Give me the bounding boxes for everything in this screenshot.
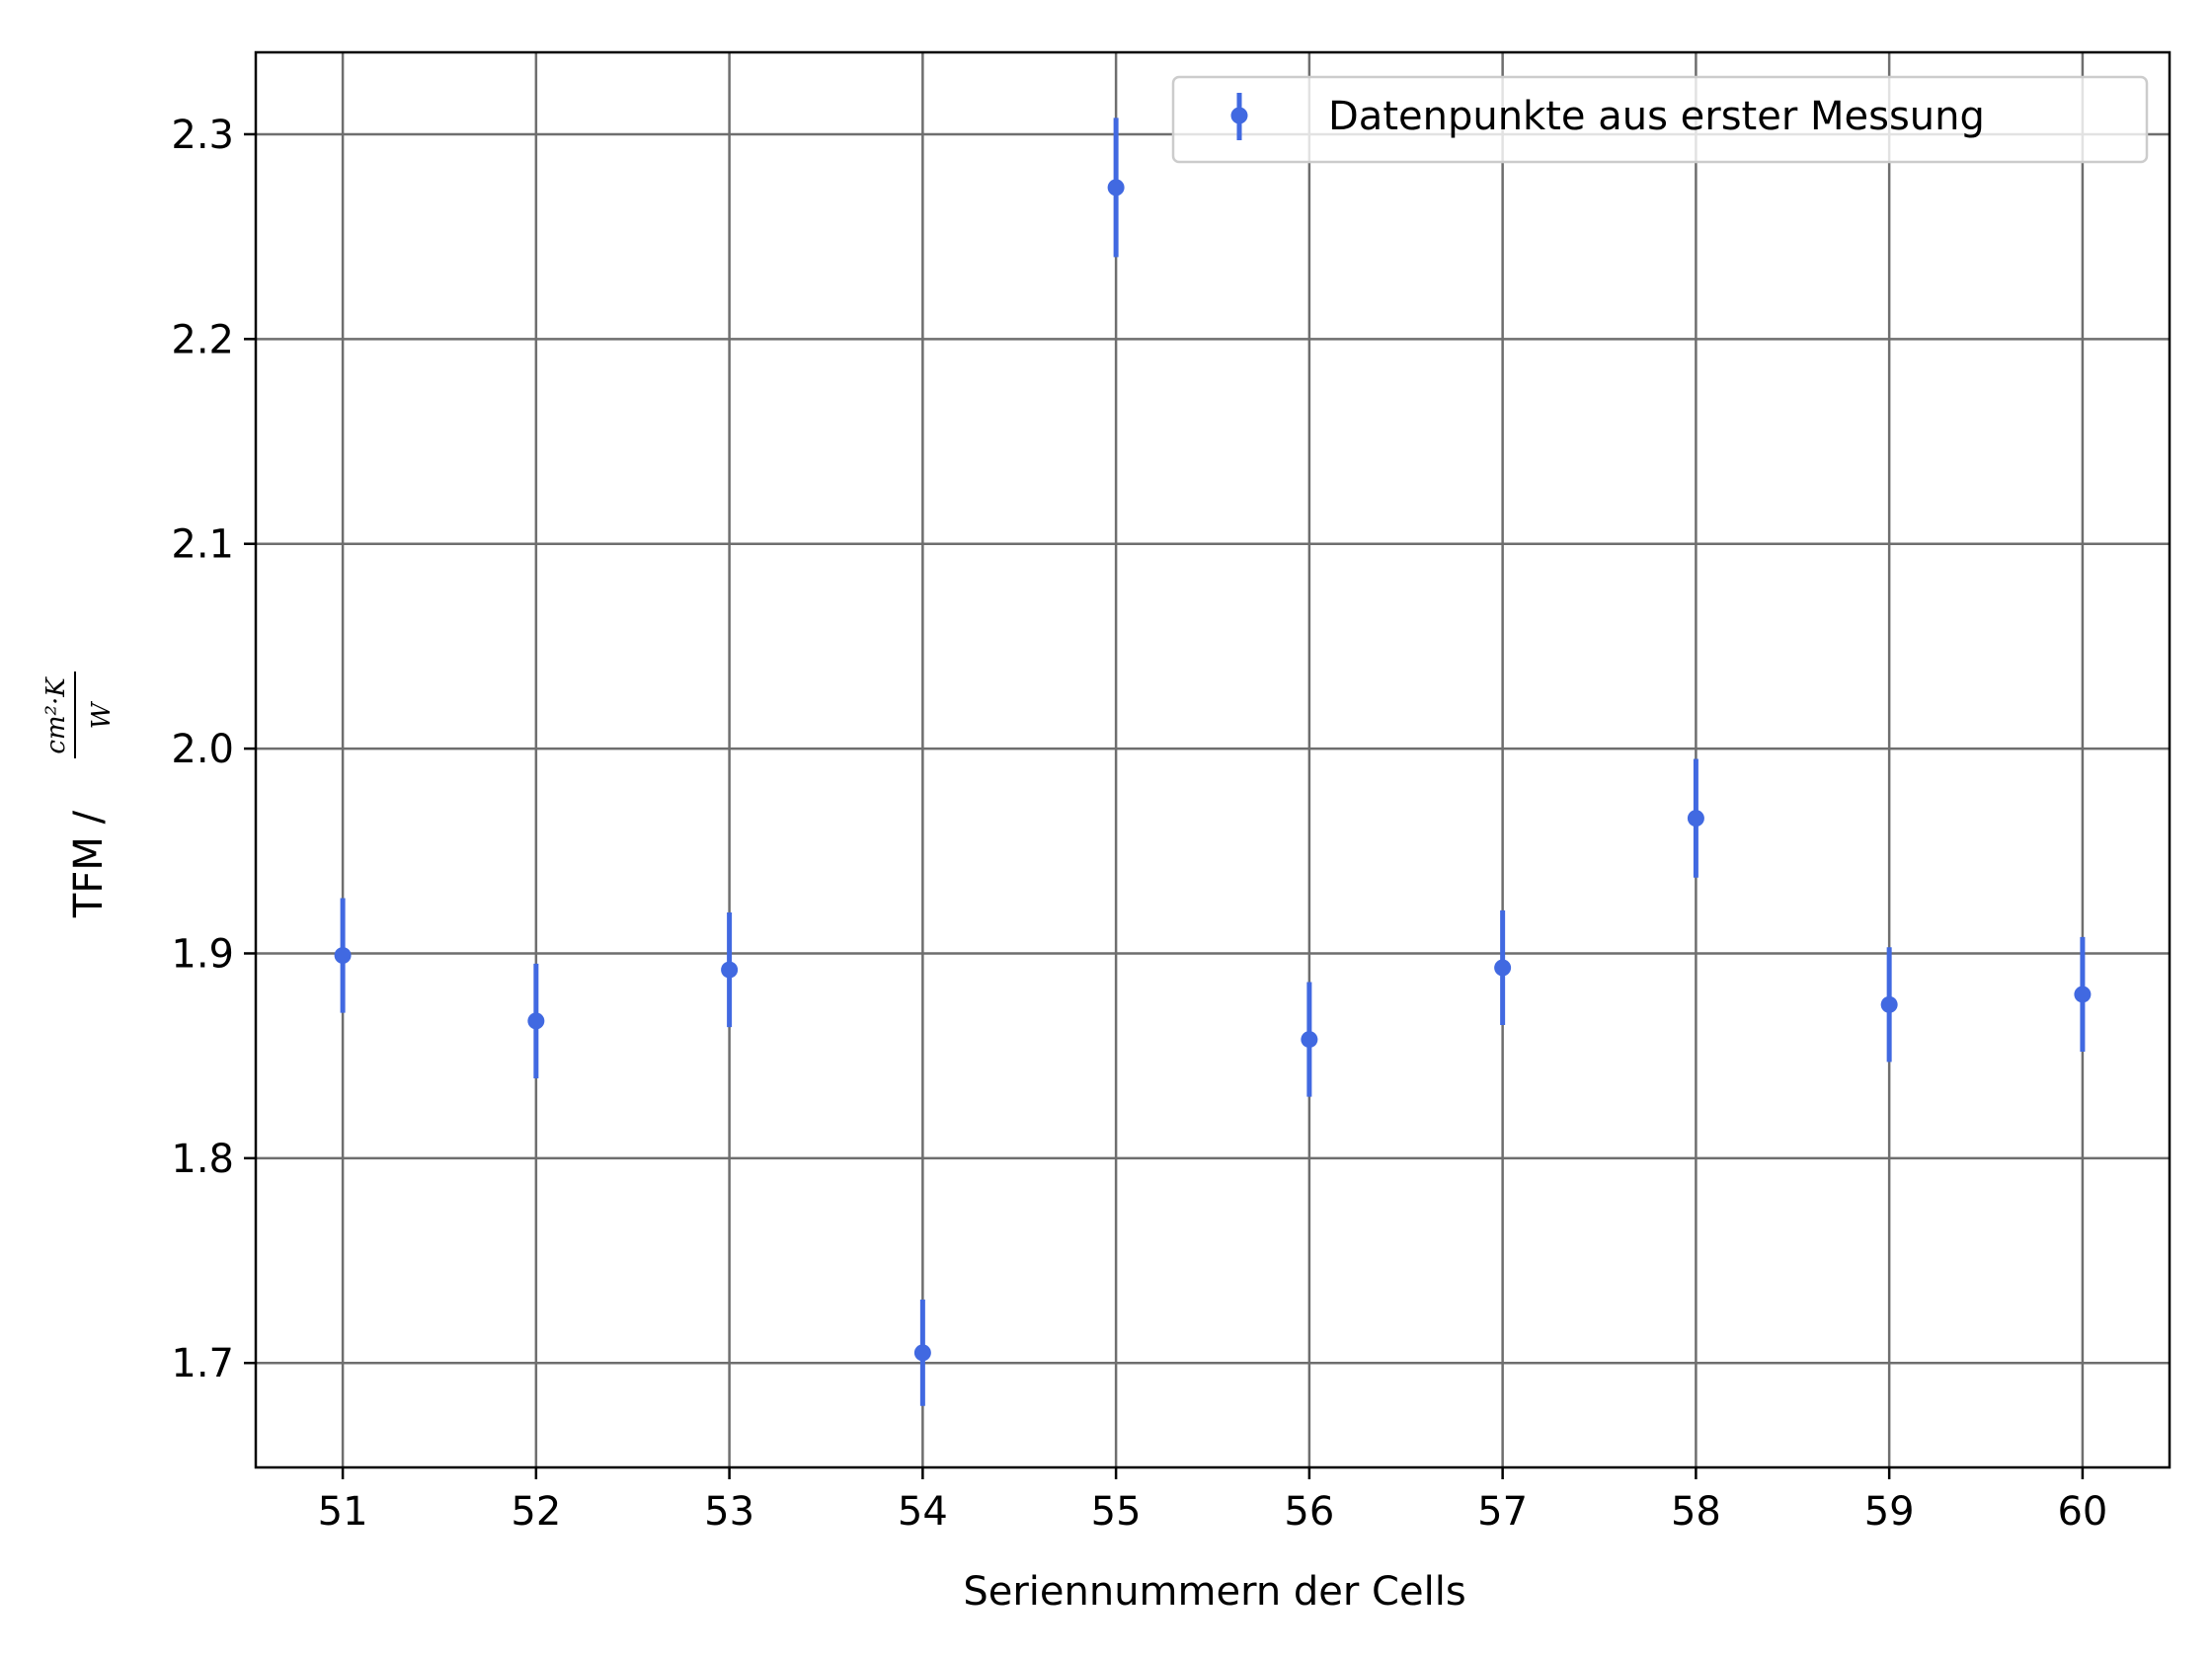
plot-frame	[254, 50, 2172, 1469]
x-tick-label: 60	[2057, 1489, 2107, 1535]
data-point	[1880, 995, 1898, 1013]
y-tick-label: 2.1	[171, 522, 234, 568]
y-axis-ticks: 1.7 1.8 1.9 2.0 2.1 2.2 2.3	[171, 113, 256, 1386]
data-point	[1687, 810, 1704, 828]
x-tick-label: 55	[1091, 1489, 1142, 1535]
data-point	[1494, 959, 1512, 977]
x-axis-label: Seriennummern der Cells	[963, 1569, 1465, 1615]
x-tick-label: 58	[1671, 1489, 1721, 1535]
x-tick-label: 59	[1864, 1489, 1915, 1535]
data-point	[334, 947, 352, 965]
y-axis-label-denominator: W	[87, 700, 117, 729]
legend-box	[1171, 75, 2149, 164]
y-tick-label: 1.8	[171, 1137, 234, 1182]
x-tick-label: 57	[1477, 1489, 1528, 1535]
x-axis-ticks: 51 52 53 54 55 56 57 58 59 60	[318, 1467, 2107, 1535]
x-tick-label: 53	[704, 1489, 754, 1535]
data-point	[527, 1012, 545, 1030]
y-axis-label: TFM / cm²·K W	[41, 672, 117, 918]
legend-point-marker	[1230, 107, 1248, 124]
y-axis-label-prefix: TFM /	[66, 810, 112, 918]
y-tick-label: 1.7	[171, 1341, 234, 1386]
y-tick-label: 2.2	[171, 317, 234, 362]
x-tick-label: 54	[898, 1489, 948, 1535]
legend: Datenpunkte aus erster Messung	[1171, 75, 2149, 164]
legend-label: Datenpunkte aus erster Messung	[1328, 94, 1985, 139]
y-tick-label: 2.0	[171, 727, 234, 772]
data-point	[913, 1344, 931, 1362]
x-tick-label: 51	[318, 1489, 368, 1535]
data-point	[1107, 179, 1125, 197]
data-point	[1301, 1031, 1318, 1049]
data-point	[721, 961, 739, 979]
y-tick-label: 2.3	[171, 113, 234, 158]
x-tick-label: 52	[511, 1489, 561, 1535]
data-point	[2074, 986, 2092, 1003]
y-tick-label: 1.9	[171, 931, 234, 977]
x-tick-label: 56	[1284, 1489, 1334, 1535]
y-axis-label-numerator: cm²·K	[41, 676, 71, 754]
data-points	[334, 179, 2092, 1362]
